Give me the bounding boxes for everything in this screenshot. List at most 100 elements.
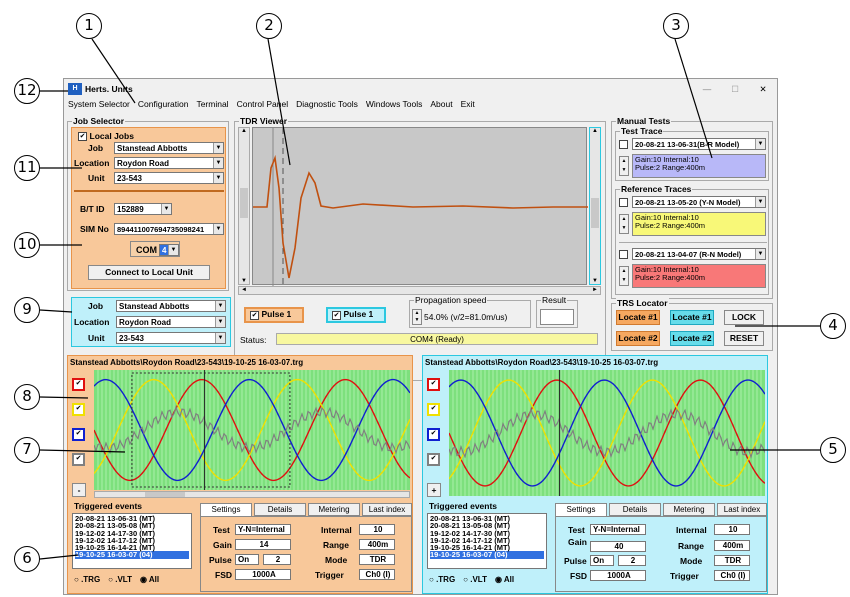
pulse1-box[interactable]: ✔ Pulse 1: [244, 307, 304, 323]
ref2-combo[interactable]: 20-08-21 13-04-07 (R-N Model) ▼: [632, 248, 766, 260]
channel-grey-checkbox[interactable]: ✔: [72, 453, 85, 466]
channel-grey-checkbox[interactable]: ✔: [427, 453, 440, 466]
list-item-selected[interactable]: 19-10-25 16-03-07 (04): [75, 551, 189, 559]
channel-red-checkbox[interactable]: ✔: [427, 378, 440, 391]
scroll-down-icon[interactable]: ▼: [241, 278, 247, 284]
locate1-cyan-button[interactable]: Locate #1: [670, 310, 714, 325]
range-label: Range: [678, 541, 704, 551]
left-h-scrollbar[interactable]: [94, 491, 410, 498]
test-trace-combo[interactable]: 20-08-21 13-06-31(B-R Model) ▼: [632, 138, 766, 150]
list-item[interactable]: 19-12-02 14-17-12 (MT): [430, 535, 511, 545]
pulse2-box[interactable]: ✔ Pulse 1: [326, 307, 386, 323]
radio-vlt[interactable]: ○ .VLT: [108, 575, 132, 584]
list-item[interactable]: 19-10-25 16-14-21 (MT): [430, 543, 511, 553]
menu-terminal[interactable]: Terminal: [196, 99, 229, 109]
scroll-thumb[interactable]: [591, 198, 599, 228]
channel-blue-checkbox[interactable]: ✔: [72, 428, 85, 441]
menu-control-panel[interactable]: Control Panel: [236, 99, 289, 109]
scroll-down-icon[interactable]: ▼: [592, 278, 598, 284]
menu-diagnostic-tools[interactable]: Diagnostic Tools: [296, 99, 358, 109]
prop-spinner[interactable]: ▲ ▼: [412, 309, 422, 325]
unit2-combo[interactable]: 23-543 ▼: [116, 332, 226, 344]
test-trace-checkbox[interactable]: [619, 140, 628, 149]
radio-all[interactable]: ◉ All: [139, 575, 160, 584]
menu-windows-tools[interactable]: Windows Tools: [365, 99, 423, 109]
job-combo[interactable]: Stanstead Abbotts ▼: [114, 142, 224, 154]
maximize-button[interactable]: ☐: [731, 83, 739, 94]
list-item[interactable]: 19-10-25 16-14-21 (MT): [75, 543, 156, 553]
right-events-list[interactable]: 20-08-21 13-06-31 (MT) 20-08-21 13-05-08…: [427, 513, 547, 569]
pulse2-checkbox[interactable]: ✔: [332, 311, 341, 321]
minimize-button[interactable]: —: [702, 84, 712, 94]
ref1-spinner[interactable]: ▲ ▼: [619, 214, 629, 234]
pulse1-checkbox[interactable]: ✔: [250, 311, 259, 321]
menu-exit[interactable]: Exit: [460, 99, 475, 109]
radio-all[interactable]: ◉ All: [494, 575, 515, 584]
list-item[interactable]: 19-12-02 14-17-30 (MT): [75, 528, 156, 538]
scroll-left-icon[interactable]: ◄: [241, 287, 247, 293]
close-button[interactable]: ✕: [759, 83, 767, 94]
ref1-combo[interactable]: 20-08-21 13-05-20 (Y-N Model) ▼: [632, 196, 766, 208]
zoom-out-button[interactable]: -: [72, 483, 86, 497]
scroll-right-icon[interactable]: ►: [592, 287, 598, 293]
locate1-orange-button[interactable]: Locate #1: [616, 310, 660, 325]
unit-combo[interactable]: 23-543 ▼: [114, 172, 224, 184]
ref1-checkbox[interactable]: [619, 198, 628, 207]
radio-trg[interactable]: ○ .TRG: [429, 575, 456, 584]
test-trace-spinner[interactable]: ▲ ▼: [619, 156, 629, 176]
menu-about[interactable]: About: [430, 99, 453, 109]
scroll-thumb[interactable]: [240, 188, 248, 218]
list-item[interactable]: 20-08-21 13-05-08 (MT): [430, 521, 511, 531]
bt-id-combo[interactable]: 152889 ▼: [114, 203, 172, 215]
radio-vlt[interactable]: ○ .VLT: [463, 575, 487, 584]
list-item[interactable]: 20-08-21 13-05-08 (MT): [75, 521, 156, 531]
connect-local-unit-button[interactable]: Connect to Local Unit: [88, 265, 210, 280]
list-item-selected[interactable]: 19-10-25 16-03-07 (04): [430, 551, 544, 559]
tdr-left-scrollbar[interactable]: ▲ ▼: [238, 127, 250, 285]
tab-last-index[interactable]: Last index: [717, 503, 767, 516]
ref2-checkbox[interactable]: [619, 250, 628, 259]
menu-system-selector[interactable]: System Selector: [68, 99, 130, 109]
mode-field: TDR: [359, 554, 395, 565]
locate2-cyan-button[interactable]: Locate #2: [670, 331, 714, 346]
list-item[interactable]: 19-12-02 14-17-12 (MT): [75, 535, 156, 545]
gain-label: Gain: [213, 540, 232, 550]
radio-trg[interactable]: ○ .TRG: [74, 575, 101, 584]
locate2-orange-button[interactable]: Locate #2: [616, 331, 660, 346]
channel-red-checkbox[interactable]: ✔: [72, 378, 85, 391]
channel-yellow-checkbox[interactable]: ✔: [427, 403, 440, 416]
list-item[interactable]: 19-12-02 14-17-30 (MT): [430, 528, 511, 538]
reset-button[interactable]: RESET: [724, 331, 764, 346]
local-jobs-checkbox[interactable]: ✔: [78, 132, 87, 142]
list-item[interactable]: 20-08-21 13-06-31 (MT): [75, 514, 156, 523]
tab-details[interactable]: Details: [609, 503, 661, 516]
channel-blue-checkbox[interactable]: ✔: [427, 428, 440, 441]
sim-no-combo[interactable]: 894411007694735098241 ▼: [114, 223, 224, 235]
job2-combo[interactable]: Stanstead Abbotts ▼: [116, 300, 226, 312]
menu-configuration[interactable]: Configuration: [137, 99, 189, 109]
lock-button[interactable]: LOCK: [724, 310, 764, 325]
zoom-in-button[interactable]: +: [427, 483, 441, 497]
tdr-trace-svg: [253, 128, 588, 286]
tab-metering[interactable]: Metering: [308, 503, 360, 516]
list-item[interactable]: 20-08-21 13-06-31 (MT): [430, 514, 511, 523]
tdr-right-scrollbar[interactable]: ▲ ▼: [589, 127, 601, 285]
scroll-up-icon[interactable]: ▲: [592, 128, 598, 134]
right-waveform-panel: Stanstead Abbotts\Roydon Road\23-543\19-…: [422, 355, 768, 594]
scroll-up-icon[interactable]: ▲: [241, 128, 247, 134]
tab-settings[interactable]: Settings: [555, 503, 607, 516]
ref2-spinner[interactable]: ▲ ▼: [619, 266, 629, 286]
tab-details[interactable]: Details: [254, 503, 306, 516]
tab-settings[interactable]: Settings: [200, 503, 252, 516]
tab-metering[interactable]: Metering: [663, 503, 715, 516]
pulse-label: Pulse: [209, 555, 232, 565]
location2-combo[interactable]: Roydon Road ▼: [116, 316, 226, 328]
tab-last-index[interactable]: Last index: [362, 503, 412, 516]
channel-yellow-checkbox[interactable]: ✔: [72, 403, 85, 416]
location-combo[interactable]: Roydon Road ▼: [114, 157, 224, 169]
tdr-h-scrollbar[interactable]: ◄ ►: [238, 286, 601, 295]
status-bar: COM4 (Ready): [276, 333, 598, 345]
left-events-list[interactable]: 20-08-21 13-06-31 (MT) 20-08-21 13-05-08…: [72, 513, 192, 569]
com-port-combo[interactable]: 4 ▼: [159, 244, 179, 256]
scroll-thumb[interactable]: [145, 492, 185, 497]
